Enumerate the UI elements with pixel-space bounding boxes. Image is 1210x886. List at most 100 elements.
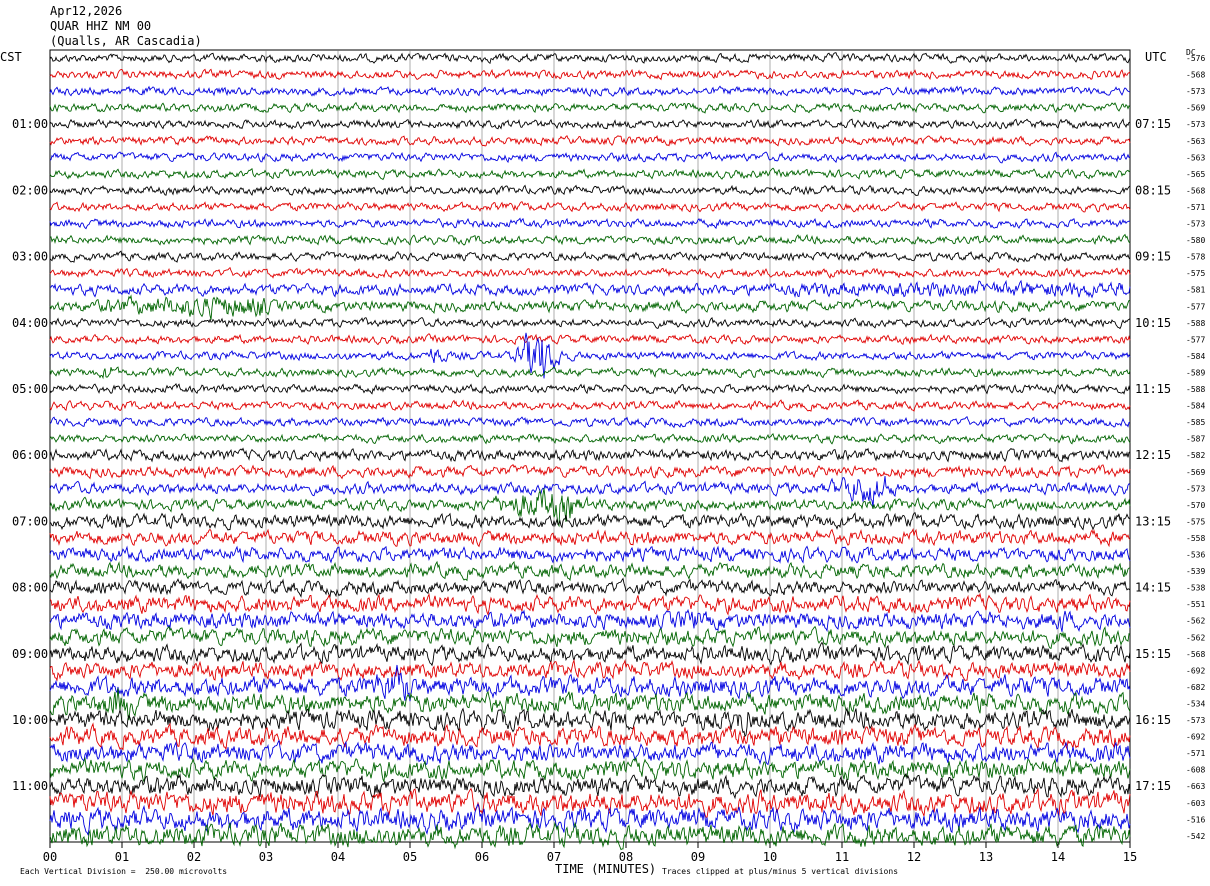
x-axis-label: TIME (MINUTES) [555,862,657,876]
trace-row [49,266,1131,279]
dc-offset-label: -577 [1186,302,1205,311]
x-tick-label: 12 [907,850,921,864]
utc-hour-label: 14:15 [1135,581,1171,595]
cst-hour-label: 06:00 [12,448,48,462]
dc-offset-label: -603 [1186,799,1205,808]
trace-row [49,134,1131,147]
dc-offset-label: -663 [1186,782,1205,791]
trace-row [49,85,1131,98]
trace-row [49,803,1131,836]
dc-offset-label: -534 [1186,699,1205,708]
trace-row [49,528,1131,548]
trace-row [49,366,1131,380]
trace-row [49,608,1131,633]
trace-row [49,201,1131,213]
trace-row [49,706,1131,738]
dc-offset-label: -516 [1186,815,1205,824]
trace-row [49,577,1131,598]
trace-row [49,184,1131,197]
dc-offset-label: -573 [1186,120,1205,129]
dc-offset-label: -573 [1186,716,1205,725]
dc-offset-label: -582 [1186,451,1205,460]
x-tick-label: 11 [835,850,849,864]
trace-row [49,756,1131,784]
trace-row [49,512,1131,531]
utc-hour-label: 10:15 [1135,316,1171,330]
cst-hour-label: 11:00 [12,779,48,793]
trace-row [49,658,1131,682]
cst-hour-label: 10:00 [12,713,48,727]
cst-hour-label: 03:00 [12,250,48,264]
x-tick-label: 00 [43,850,57,864]
utc-hour-label: 09:15 [1135,250,1171,264]
dc-offset-label: -539 [1186,567,1205,576]
dc-offset-label: -538 [1186,584,1205,593]
dc-offset-label: -565 [1186,170,1205,179]
dc-offset-label: -585 [1186,418,1205,427]
dc-offset-label: -563 [1186,137,1205,146]
trace-row [49,664,1131,702]
x-tick-label: 05 [403,850,417,864]
trace-row [49,739,1131,766]
dc-offset-label: -584 [1186,402,1205,411]
dc-offset-label: -692 [1186,666,1205,675]
trace-row [49,233,1131,246]
trace-row [49,432,1131,445]
utc-hour-label: 08:15 [1135,183,1171,197]
dc-offset-label: -569 [1186,104,1205,113]
utc-hour-label: 12:15 [1135,448,1171,462]
dc-offset-label: -569 [1186,468,1205,477]
trace-row [49,118,1131,130]
dc-offset-label: -542 [1186,832,1205,841]
trace-row [49,688,1131,721]
x-tick-label: 03 [259,850,273,864]
trace-row [49,625,1131,650]
station-code: QUAR HHZ NM 00 [50,19,152,33]
trace-row [49,399,1131,412]
x-tick-label: 08 [619,850,633,864]
dc-offset-label: -562 [1186,617,1205,626]
dc-offset-label: -573 [1186,220,1205,229]
dc-offset-label: -568 [1186,650,1205,659]
dc-offset-label: -568 [1186,186,1205,195]
dc-offset-label: -587 [1186,435,1205,444]
cst-hour-label: 07:00 [12,514,48,528]
dc-offset-label: -563 [1186,153,1205,162]
dc-offset-label: -536 [1186,551,1205,560]
trace-row [49,545,1131,564]
trace-row [49,333,1131,346]
trace-row [49,772,1131,800]
trace-row [49,821,1131,851]
dc-offset-label: -577 [1186,335,1205,344]
x-tick-label: 14 [1051,850,1065,864]
trace-row [49,722,1131,751]
clip-note: Traces clipped at plus/minus 5 vertical … [662,867,899,876]
x-tick-label: 07 [547,850,561,864]
trace-row [49,217,1131,230]
plot-frame [49,49,1131,843]
trace-row [49,447,1131,463]
trace-row [49,101,1131,114]
cst-hour-label: 09:00 [12,647,48,661]
trace-row [49,332,1131,379]
trace-row [49,250,1131,263]
utc-hour-label: 11:15 [1135,382,1171,396]
dc-offset-label: -568 [1186,71,1205,80]
cst-zone-label: CST [0,50,22,64]
dc-offset-label: -580 [1186,236,1205,245]
dc-offset-label: -570 [1186,501,1205,510]
utc-hour-label: 17:15 [1135,779,1171,793]
trace-row [49,463,1131,480]
dc-offset-label: -584 [1186,352,1205,361]
utc-hour-label: 07:15 [1135,117,1171,131]
trace-row [49,316,1131,330]
trace-row [49,787,1131,819]
dc-offset-label: -562 [1186,633,1205,642]
cst-hour-label: 08:00 [12,581,48,595]
dc-offset-label: -608 [1186,766,1205,775]
dc-offset-label: -573 [1186,87,1205,96]
utc-hour-label: 16:15 [1135,713,1171,727]
trace-row [49,382,1131,395]
header: Apr12,2026 QUAR HHZ NM 00 (Qualls, AR Ca… [50,4,202,49]
